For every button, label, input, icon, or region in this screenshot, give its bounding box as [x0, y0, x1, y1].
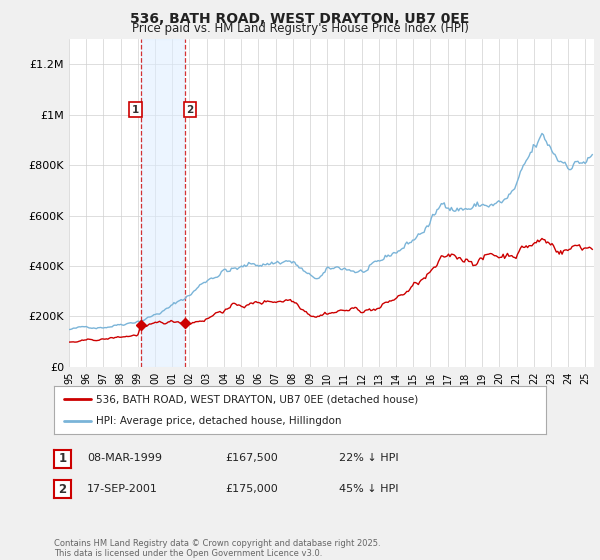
Text: 22% ↓ HPI: 22% ↓ HPI [339, 453, 398, 463]
Text: 2: 2 [186, 105, 193, 115]
Bar [141, 39, 184, 367]
Text: 1: 1 [58, 452, 67, 465]
Text: 2: 2 [58, 483, 67, 496]
Text: 17-SEP-2001: 17-SEP-2001 [87, 484, 158, 494]
Text: £167,500: £167,500 [225, 453, 278, 463]
Text: 08-MAR-1999: 08-MAR-1999 [87, 453, 162, 463]
Text: HPI: Average price, detached house, Hillingdon: HPI: Average price, detached house, Hill… [96, 416, 341, 426]
Text: Contains HM Land Registry data © Crown copyright and database right 2025.
This d: Contains HM Land Registry data © Crown c… [54, 539, 380, 558]
Text: Price paid vs. HM Land Registry's House Price Index (HPI): Price paid vs. HM Land Registry's House … [131, 22, 469, 35]
Text: 536, BATH ROAD, WEST DRAYTON, UB7 0EE (detached house): 536, BATH ROAD, WEST DRAYTON, UB7 0EE (d… [96, 394, 418, 404]
Text: 536, BATH ROAD, WEST DRAYTON, UB7 0EE: 536, BATH ROAD, WEST DRAYTON, UB7 0EE [130, 12, 470, 26]
Text: £175,000: £175,000 [225, 484, 278, 494]
Text: 45% ↓ HPI: 45% ↓ HPI [339, 484, 398, 494]
Text: 1: 1 [131, 105, 139, 115]
